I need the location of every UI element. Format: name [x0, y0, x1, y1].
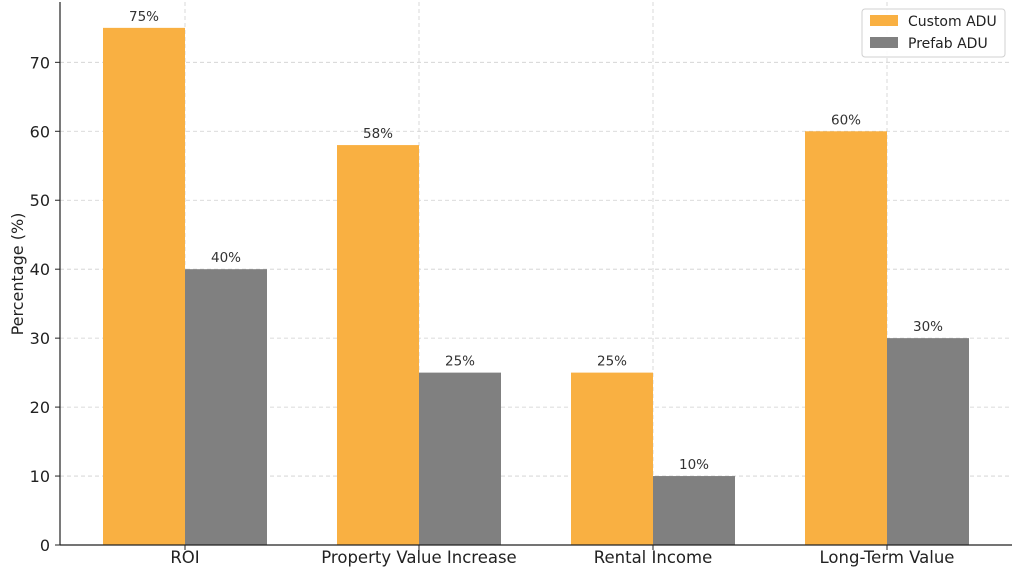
bar-0-1 — [337, 145, 419, 546]
y-tick-label-60: 60 — [30, 122, 50, 141]
y-tick-label-20: 20 — [30, 398, 50, 417]
bars — [103, 27, 969, 546]
x-tick-label-1: Property Value Increase — [321, 548, 516, 567]
legend-swatch-prefab-adu — [870, 37, 898, 48]
y-ticks: 0 10 20 30 40 50 60 70 — [30, 53, 60, 555]
legend-label-custom-adu: Custom ADU — [908, 14, 997, 30]
y-tick-label-10: 10 — [30, 467, 50, 486]
x-ticks: ROI Property Value Increase Rental Income L… — [170, 545, 954, 567]
data-label-0-1: 58% — [363, 126, 393, 142]
y-axis-label: Percentage (%) — [8, 213, 27, 336]
bar-1-0 — [185, 269, 267, 545]
y-tick-label-40: 40 — [30, 260, 50, 279]
x-tick-label-3: Long-Term Value — [820, 548, 955, 567]
y-tick-label-30: 30 — [30, 329, 50, 348]
data-label-1-2: 10% — [679, 457, 709, 473]
data-labels: 75% 58% 25% 60% 40% 25% 10% 30% — [129, 9, 943, 473]
data-label-0-2: 25% — [597, 354, 627, 370]
bar-1-3 — [887, 338, 969, 545]
y-tick-label-50: 50 — [30, 191, 50, 210]
bar-0-0 — [103, 27, 185, 546]
bar-1-2 — [653, 476, 735, 545]
legend-swatch-custom-adu — [870, 15, 898, 26]
data-label-1-1: 25% — [445, 354, 475, 370]
legend: Custom ADU Prefab ADU — [861, 8, 1006, 58]
x-tick-label-0: ROI — [170, 548, 199, 567]
data-label-0-0: 75% — [129, 9, 159, 25]
y-tick-label-0: 0 — [40, 536, 50, 555]
legend-label-prefab-adu: Prefab ADU — [908, 36, 988, 52]
data-label-1-3: 30% — [913, 319, 943, 335]
bar-0-3 — [805, 131, 887, 546]
bar-0-2 — [571, 372, 653, 545]
axes — [59, 2, 1012, 546]
x-tick-label-2: Rental Income — [594, 548, 712, 567]
data-label-1-0: 40% — [211, 250, 241, 266]
data-label-0-3: 60% — [831, 112, 861, 128]
y-tick-label-70: 70 — [30, 53, 50, 72]
bar-1-1 — [419, 372, 501, 545]
